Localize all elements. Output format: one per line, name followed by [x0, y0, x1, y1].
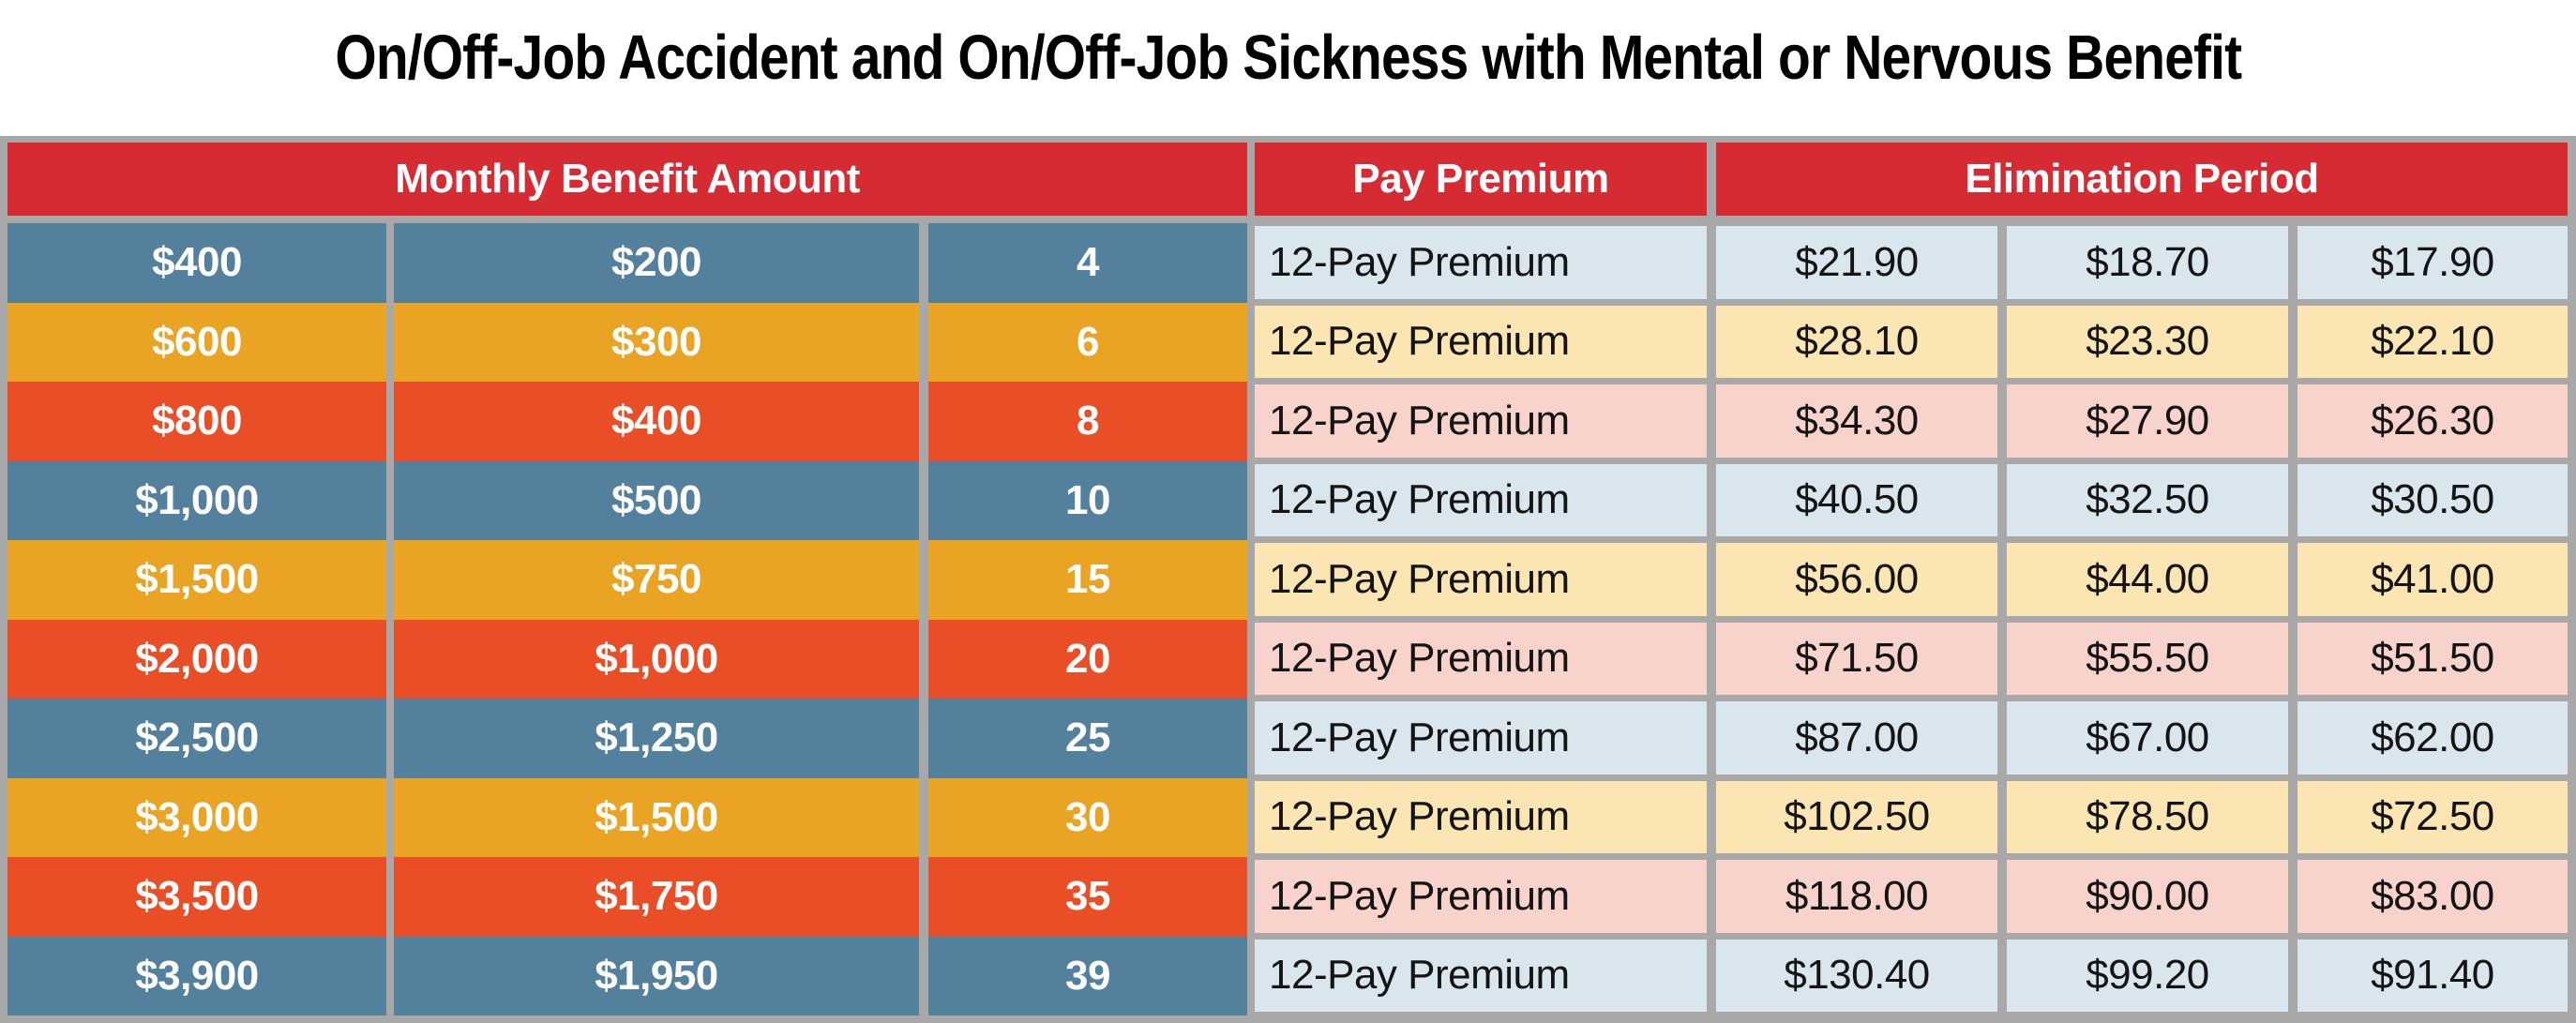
benefit-full-cell: $2,000	[8, 619, 386, 699]
premium-value-cell-1: $118.00	[1716, 860, 1997, 933]
benefit-full-cell: $600	[8, 302, 386, 382]
premium-value-cell-3: $22.10	[2297, 305, 2568, 378]
pay-premium-cell: 12-Pay Premium	[1255, 701, 1707, 775]
premium-table-grid: Monthly Benefit Amount Pay Premium Elimi…	[8, 143, 2568, 1015]
benefit-half-cell: $1,750	[394, 857, 919, 937]
benefit-half-cell: $1,250	[394, 699, 919, 778]
premium-value-cell-3: $30.50	[2297, 463, 2568, 536]
benefit-units-cell: 15	[928, 540, 1247, 620]
premium-value-cell-3: $26.30	[2297, 384, 2568, 458]
premium-value-cell-2: $32.50	[2007, 463, 2288, 536]
benefit-half-cell: $750	[394, 540, 919, 620]
benefit-full-cell: $800	[8, 382, 386, 461]
premium-value-cell-1: $71.50	[1716, 622, 1997, 695]
premium-value-cell-3: $91.40	[2297, 939, 2568, 1012]
benefit-half-cell: $1,000	[394, 619, 919, 699]
premium-value-cell-3: $72.50	[2297, 780, 2568, 853]
premium-value-cell-2: $23.30	[2007, 305, 2288, 378]
pay-premium-cell: 12-Pay Premium	[1255, 860, 1707, 933]
pay-premium-cell: 12-Pay Premium	[1255, 463, 1707, 536]
pay-premium-cell: 12-Pay Premium	[1255, 305, 1707, 378]
pay-premium-cell: 12-Pay Premium	[1255, 226, 1707, 299]
premium-value-cell-1: $102.50	[1716, 780, 1997, 853]
header-elimination-period: Elimination Period	[1716, 143, 2568, 216]
premium-value-cell-2: $27.90	[2007, 384, 2288, 458]
benefit-units-cell: 4	[928, 223, 1247, 303]
benefit-full-cell: $3,500	[8, 857, 386, 937]
benefit-half-cell: $400	[394, 382, 919, 461]
pay-premium-cell: 12-Pay Premium	[1255, 622, 1707, 695]
premium-value-cell-2: $44.00	[2007, 543, 2288, 616]
premium-value-cell-3: $17.90	[2297, 226, 2568, 299]
premium-value-cell-3: $51.50	[2297, 622, 2568, 695]
premium-value-cell-1: $34.30	[1716, 384, 1997, 458]
premium-value-cell-2: $78.50	[2007, 780, 2288, 853]
benefit-half-cell: $1,950	[394, 936, 919, 1015]
header-monthly-benefit-amount: Monthly Benefit Amount	[8, 143, 1247, 216]
benefit-full-cell: $1,000	[8, 460, 386, 540]
benefit-full-cell: $1,500	[8, 540, 386, 620]
benefit-units-cell: 35	[928, 857, 1247, 937]
premium-value-cell-2: $67.00	[2007, 701, 2288, 775]
pay-premium-cell: 12-Pay Premium	[1255, 384, 1707, 458]
benefit-half-cell: $200	[394, 223, 919, 303]
pay-premium-cell: 12-Pay Premium	[1255, 780, 1707, 853]
pay-premium-cell: 12-Pay Premium	[1255, 939, 1707, 1012]
benefit-full-cell: $3,900	[8, 936, 386, 1015]
title-bar: On/Off-Job Accident and On/Off-Job Sickn…	[0, 0, 2576, 136]
benefit-units-cell: 6	[928, 302, 1247, 382]
benefit-units-cell: 8	[928, 382, 1247, 461]
benefit-units-cell: 25	[928, 699, 1247, 778]
premium-value-cell-3: $62.00	[2297, 701, 2568, 775]
benefit-full-cell: $3,000	[8, 777, 386, 857]
benefit-half-cell: $500	[394, 460, 919, 540]
premium-value-cell-2: $55.50	[2007, 622, 2288, 695]
benefit-units-cell: 20	[928, 619, 1247, 699]
premium-value-cell-3: $41.00	[2297, 543, 2568, 616]
premium-value-cell-1: $28.10	[1716, 305, 1997, 378]
benefit-full-cell: $2,500	[8, 699, 386, 778]
page-title: On/Off-Job Accident and On/Off-Job Sickn…	[335, 23, 2242, 93]
premium-value-cell-1: $21.90	[1716, 226, 1997, 299]
benefit-half-cell: $1,500	[394, 777, 919, 857]
premium-value-cell-3: $83.00	[2297, 860, 2568, 933]
benefit-units-cell: 39	[928, 936, 1247, 1015]
benefit-units-cell: 10	[928, 460, 1247, 540]
premium-value-cell-1: $40.50	[1716, 463, 1997, 536]
benefit-units-cell: 30	[928, 777, 1247, 857]
pay-premium-cell: 12-Pay Premium	[1255, 543, 1707, 616]
header-pay-premium: Pay Premium	[1255, 143, 1707, 216]
benefit-half-cell: $300	[394, 302, 919, 382]
premium-value-cell-2: $99.20	[2007, 939, 2288, 1012]
premium-value-cell-2: $90.00	[2007, 860, 2288, 933]
premium-table: Monthly Benefit Amount Pay Premium Elimi…	[0, 136, 2576, 1023]
benefit-full-cell: $400	[8, 223, 386, 303]
premium-value-cell-2: $18.70	[2007, 226, 2288, 299]
premium-value-cell-1: $130.40	[1716, 939, 1997, 1012]
premium-value-cell-1: $87.00	[1716, 701, 1997, 775]
premium-value-cell-1: $56.00	[1716, 543, 1997, 616]
